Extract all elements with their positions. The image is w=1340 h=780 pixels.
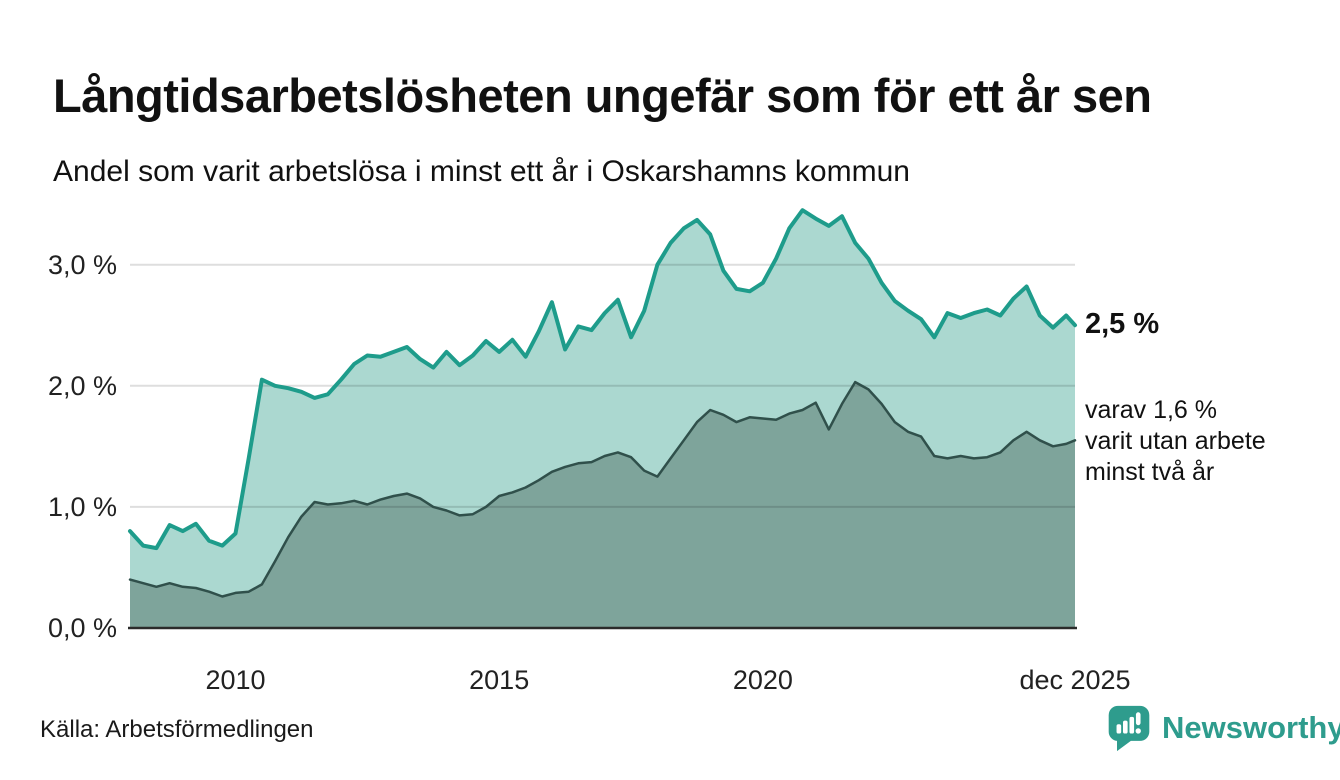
series-line-0 [128,208,1077,551]
newsworthy-bubble-chart-icon [1108,705,1150,752]
brand-name: Newsworthy [1162,710,1340,745]
end-value-label-one-year: 2,5 % [1085,308,1160,340]
series-fill-1 [130,382,1075,628]
y-tick-label: 3,0 % [47,249,117,280]
end-value-label-two-years: varav 1,6 % varit utan arbete minst två … [1085,395,1266,488]
exclamation-dot [1135,728,1141,734]
page-title: Långtidsarbetslösheten ungefär som för e… [53,69,1152,123]
y-tick-label: 1,0 % [47,491,117,522]
x-tick-label: 2015 [469,665,530,695]
y-tick-label: 2,0 % [47,370,117,401]
y-tick-label: 0,0 % [47,613,117,643]
newsworthy-logo: Newsworthy [1106,704,1340,752]
bar-3 [1129,716,1135,734]
annotation-line-2: varit utan arbete [1085,427,1266,455]
annotation-line-3: minst två år [1085,458,1215,486]
series-line-1 [128,380,1077,598]
exclamation-bar [1135,712,1141,726]
x-tick-label: 2020 [732,665,793,695]
x-tick-label: dec 2025 [1019,665,1131,695]
bar-2 [1123,720,1128,734]
page-subtitle: Andel som varit arbetslösa i minst ett å… [53,155,910,188]
speech-bubble-shape [1108,705,1150,752]
annotation-line-1: varav 1,6 % [1085,396,1218,424]
x-tick-label: 2010 [205,665,266,695]
source-note: Källa: Arbetsförmedlingen [40,716,314,743]
bar-1 [1116,724,1122,734]
